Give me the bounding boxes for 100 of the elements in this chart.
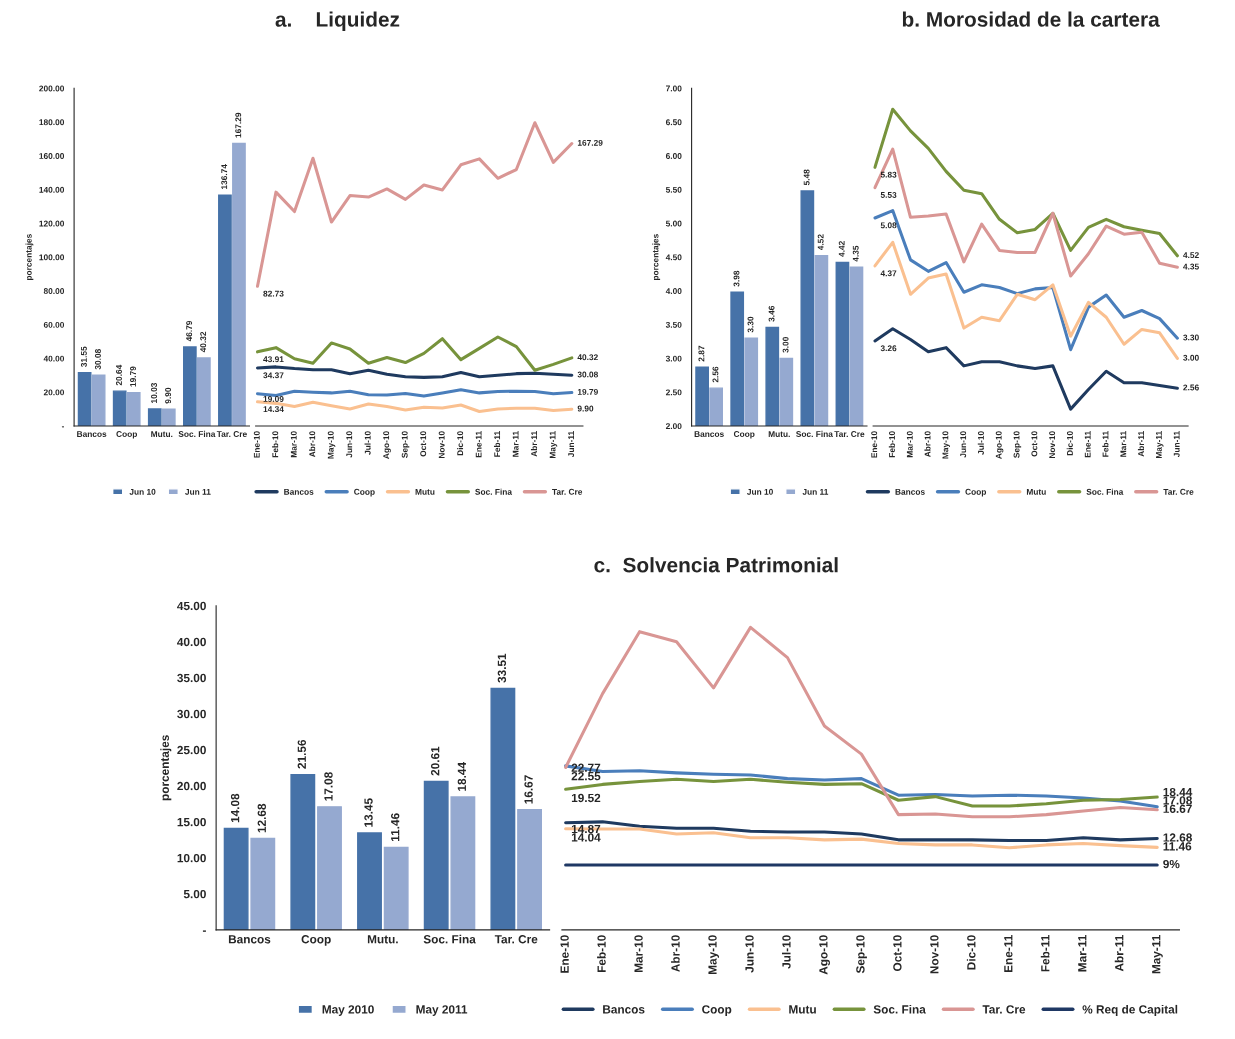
data-label: 9.90 [577, 405, 594, 412]
x-tick-label: Soc. Fina [796, 430, 833, 437]
legend-label: May 2010 [322, 1005, 374, 1016]
legend-label: Coop [965, 488, 987, 497]
chart-title: a. Liquidez [275, 11, 400, 31]
x-tick-label: Dic-10 [966, 935, 976, 970]
data-label: 21.56 [297, 739, 306, 769]
data-label: 4.52 [1183, 252, 1199, 259]
data-label: 11.46 [1163, 842, 1192, 851]
y-tick-label: 10.00 [177, 853, 206, 863]
y-axis-title: porcentajes [25, 234, 34, 280]
bar [450, 796, 476, 930]
x-tick-label: Abr-11 [530, 431, 538, 457]
x-tick-label: Jul-10 [364, 431, 371, 455]
legend-label: Soc. Fina [873, 1004, 926, 1014]
legend-label: Bancos [603, 1005, 645, 1014]
x-tick-label: May-10 [942, 431, 950, 459]
y-tick-label: 5.00 [665, 220, 682, 227]
x-tick-label: Jun-10 [346, 431, 353, 458]
x-tick-label: Feb-10 [597, 935, 606, 973]
x-tick-label: Feb-11 [493, 431, 501, 457]
data-label: 9.90 [165, 387, 172, 404]
y-tick-label: 80.00 [43, 288, 65, 295]
x-tick-label: May-11 [549, 431, 558, 459]
data-label: 5.08 [880, 222, 897, 229]
bar [383, 846, 409, 930]
data-label: 11.46 [391, 813, 400, 842]
x-tick-label: Oct-10 [1031, 431, 1038, 457]
y-tick-label: 6.00 [665, 153, 682, 159]
y-tick-label: 45.00 [177, 601, 206, 611]
y-tick-label: 120.00 [39, 220, 65, 227]
y-tick-label: 40.00 [43, 355, 65, 362]
bar [182, 346, 197, 426]
bar [218, 194, 232, 426]
data-label: 43.91 [263, 356, 284, 363]
x-tick-label: Soc. Fina [178, 430, 216, 437]
y-tick-label: 60.00 [43, 321, 65, 328]
data-label: 136.74 [221, 164, 228, 190]
data-label: 3.00 [1183, 354, 1199, 361]
x-tick-label: Tar. Cre [834, 431, 865, 437]
y-tick-label: 5.00 [183, 889, 206, 899]
x-tick-label: Mar-11 [512, 431, 519, 457]
x-tick-label: Jun-11 [1173, 431, 1180, 458]
data-label: 167.29 [577, 139, 603, 146]
x-tick-label: May-11 [1156, 431, 1164, 459]
data-label: 19.09 [263, 396, 284, 402]
data-label: 10.03 [151, 382, 158, 403]
x-tick-label: Coop [733, 431, 755, 439]
legend-label: % Req de Capital [1082, 1004, 1178, 1016]
data-label: 46.79 [186, 320, 193, 342]
chart-title: c. Solvencia Patrimonial [594, 557, 838, 573]
x-tick-label: Feb-11 [1040, 935, 1050, 972]
x-tick-label: Abr-11 [1137, 431, 1145, 457]
x-tick-label: Ene-10 [871, 431, 878, 458]
bar [77, 372, 92, 426]
legend-label: Mutu [789, 1005, 816, 1014]
legend-label: Tar. Cre [982, 1005, 1026, 1014]
x-tick-label: Oct-10 [420, 431, 427, 457]
x-tick-label: Jun-10 [745, 935, 754, 973]
y-tick-label: - [202, 930, 206, 932]
x-tick-label: Jun-10 [960, 431, 967, 458]
data-label: 40.32 [577, 354, 598, 361]
x-tick-label: Bancos [228, 935, 271, 944]
x-tick-label: Sep-10 [856, 935, 867, 974]
legend-label: Soc. Fina [1086, 488, 1124, 495]
x-tick-label: Ene-11 [1004, 935, 1013, 973]
legend-label: Jun 10 [746, 488, 773, 495]
x-tick-label: Bancos [694, 431, 724, 437]
data-label: 5.53 [880, 191, 897, 198]
x-tick-label: Ene-10 [560, 935, 569, 973]
data-label: 19.79 [577, 388, 598, 395]
bar [197, 357, 211, 426]
x-tick-label: Soc. Fina [423, 934, 476, 944]
bar [250, 837, 276, 930]
data-label: 4.35 [1183, 263, 1199, 270]
x-tick-label: Mar-10 [290, 431, 297, 458]
data-label: 22.55 [571, 771, 601, 781]
legend-label: Mutu [1026, 488, 1046, 495]
y-tick-label: 4.00 [665, 288, 682, 295]
data-label: 16.67 [524, 775, 533, 804]
bar [112, 390, 127, 426]
legend-label: Bancos [895, 488, 925, 495]
data-label: 3.00 [782, 337, 789, 353]
data-label: 12.68 [257, 803, 266, 833]
y-tick-label: 15.00 [177, 817, 206, 827]
y-tick-label: 30.00 [177, 709, 206, 719]
x-tick-label: Ago-10 [995, 431, 1004, 459]
x-tick-label: Feb-10 [272, 431, 279, 458]
data-label: 31.55 [80, 346, 87, 367]
data-label: 16.67 [1163, 804, 1192, 813]
y-axis-title: porcentajes [160, 735, 172, 801]
data-label: 30.08 [94, 349, 101, 370]
data-label: 2.56 [1183, 384, 1199, 391]
x-tick-label: Bancos [77, 431, 107, 437]
legend-label: Mutu [415, 488, 435, 495]
bar [423, 780, 449, 930]
legend-label: Jun 11 [185, 488, 211, 495]
y-tick-label: 4.50 [665, 254, 682, 261]
legend-label: May 2011 [416, 1005, 468, 1016]
x-tick-label: Mar-11 [1078, 935, 1087, 972]
